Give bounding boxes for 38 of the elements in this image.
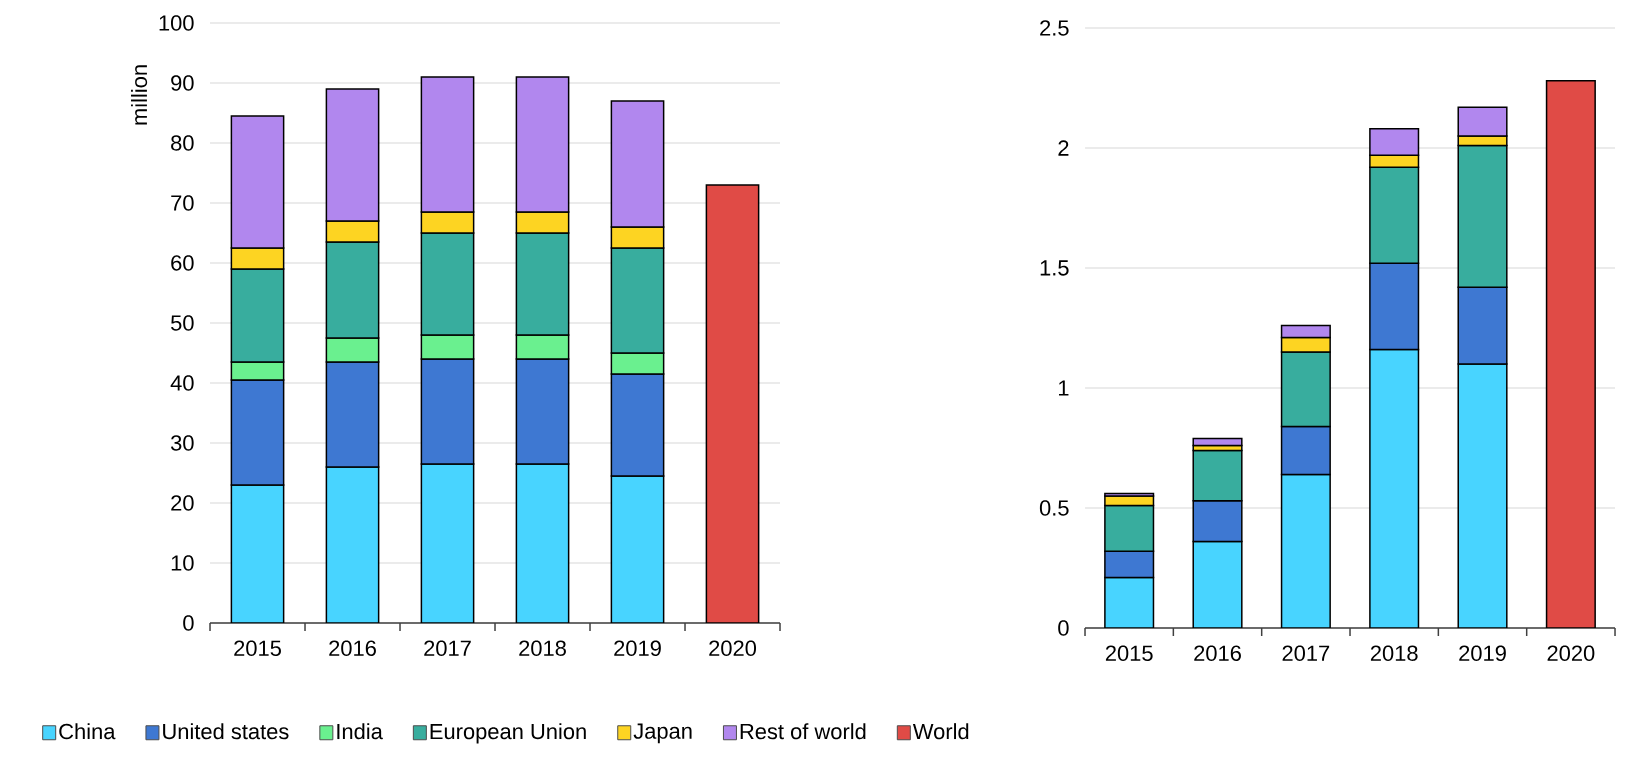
y-tick-label: 40 bbox=[170, 375, 194, 391]
y-tick-label: 2.5 bbox=[1040, 20, 1069, 36]
y-tick-label: 20 bbox=[171, 495, 194, 511]
y-tick-label: 2 bbox=[1058, 140, 1069, 156]
y-tick-label: 1 bbox=[1059, 380, 1069, 396]
legend-label: India bbox=[337, 723, 383, 740]
x-tick-label: 2017 bbox=[1282, 645, 1330, 662]
y-tick-label: 80 bbox=[171, 135, 194, 151]
x-tick-label: 2015 bbox=[1105, 645, 1153, 662]
y-tick-label: 1.5 bbox=[1040, 260, 1069, 276]
legend-label: European Union bbox=[430, 723, 586, 744]
x-tick-label: 2020 bbox=[709, 640, 757, 657]
y-tick-label: 60 bbox=[171, 255, 194, 271]
x-tick-label: 2016 bbox=[1194, 645, 1241, 662]
x-tick-label: 2020 bbox=[1547, 645, 1595, 662]
y-tick-label: 50 bbox=[171, 315, 194, 331]
y-tick-label: 0.5 bbox=[1039, 500, 1069, 516]
y-tick-label: 0 bbox=[183, 615, 194, 631]
x-tick-label: 2016 bbox=[329, 640, 376, 657]
legend-label: United states bbox=[163, 723, 289, 740]
x-tick-label: 2018 bbox=[519, 640, 566, 657]
x-tick-label: 2015 bbox=[234, 640, 281, 657]
legend-label: World bbox=[912, 723, 969, 740]
y-tick-label: 30 bbox=[170, 435, 194, 451]
y-axis-title: million bbox=[131, 65, 148, 125]
x-tick-label: 2019 bbox=[1459, 645, 1506, 662]
y-tick-label: 0 bbox=[1058, 620, 1069, 636]
legend-label: Japan bbox=[633, 723, 692, 744]
bar bbox=[1192, 437, 1243, 447]
x-tick-label: 2017 bbox=[424, 640, 471, 657]
y-tick-label: 90 bbox=[171, 75, 194, 91]
x-tick-label: 2018 bbox=[1370, 645, 1418, 662]
y-tick-label: 10 bbox=[171, 555, 194, 571]
legend-label: Rest of world bbox=[740, 723, 866, 740]
legend-label: China bbox=[59, 723, 116, 740]
y-tick-label: 70 bbox=[171, 195, 194, 211]
y-tick-label: 100 bbox=[159, 15, 194, 31]
x-tick-label: 2019 bbox=[614, 640, 661, 657]
